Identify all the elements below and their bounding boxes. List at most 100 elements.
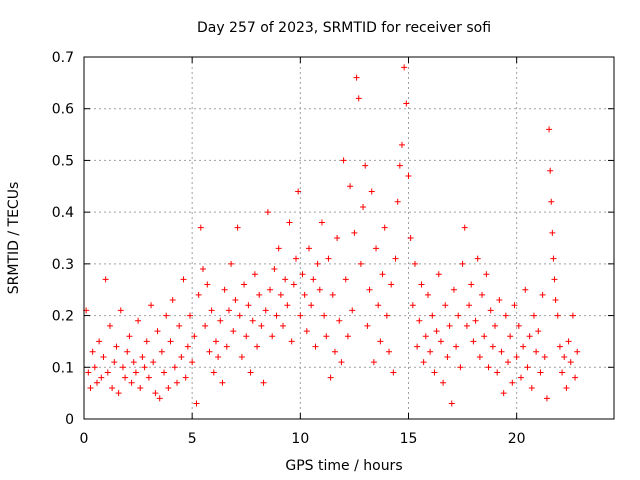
data-point [442, 302, 449, 309]
data-point [476, 353, 483, 360]
data-point [158, 348, 165, 355]
data-point [481, 333, 488, 340]
data-point [569, 312, 576, 319]
data-point [373, 245, 380, 252]
data-point [416, 317, 423, 324]
data-point [574, 348, 581, 355]
data-point [502, 312, 509, 319]
data-point [455, 312, 462, 319]
data-point [264, 209, 271, 216]
data-point [547, 167, 554, 174]
data-point [474, 255, 481, 262]
data-point [396, 162, 403, 169]
data-point [386, 348, 393, 355]
data-point [470, 338, 477, 345]
x-tick-label: 0 [80, 431, 89, 447]
data-point [403, 100, 410, 107]
data-point [135, 317, 142, 324]
data-point [106, 322, 113, 329]
data-point [299, 271, 306, 278]
data-point [197, 224, 204, 231]
data-point [420, 359, 427, 366]
data-point [262, 307, 269, 314]
data-point [329, 291, 336, 298]
data-point [537, 369, 544, 376]
data-point [150, 359, 157, 366]
data-point [275, 245, 282, 252]
data-point [344, 333, 351, 340]
data-point [126, 333, 133, 340]
data-point [331, 348, 338, 355]
data-point [165, 384, 172, 391]
data-point [143, 338, 150, 345]
data-point [321, 312, 328, 319]
data-point [567, 359, 574, 366]
data-point [312, 343, 319, 350]
x-tick-label: 15 [400, 431, 418, 447]
data-point [457, 364, 464, 371]
data-point [225, 307, 232, 314]
data-point [269, 333, 276, 340]
data-point [370, 359, 377, 366]
data-point [347, 183, 354, 190]
data-point [325, 255, 332, 262]
data-point [301, 291, 308, 298]
data-point [357, 260, 364, 267]
data-point [556, 343, 563, 350]
data-point [515, 322, 522, 329]
data-point [234, 224, 241, 231]
data-point [223, 343, 230, 350]
data-point [290, 281, 297, 288]
data-point [260, 379, 267, 386]
data-point [381, 224, 388, 231]
data-point [392, 255, 399, 262]
data-point [334, 235, 341, 241]
data-point [517, 374, 524, 381]
data-point [273, 312, 280, 319]
data-point [230, 328, 237, 335]
data-point [182, 374, 189, 381]
data-point [119, 364, 126, 371]
data-point [511, 302, 518, 309]
data-point [176, 322, 183, 329]
data-point [184, 343, 191, 350]
data-point [189, 359, 196, 366]
data-point [552, 297, 559, 304]
data-point [353, 74, 360, 81]
data-point [362, 162, 369, 169]
data-point [498, 348, 505, 355]
data-point [427, 348, 434, 355]
data-point [100, 353, 107, 360]
data-point [572, 374, 579, 381]
data-point [221, 286, 228, 293]
data-point [161, 369, 168, 376]
data-point [258, 322, 265, 329]
data-point [102, 276, 109, 283]
data-point [489, 343, 496, 350]
data-points [83, 64, 581, 407]
data-point [448, 400, 455, 407]
data-point [128, 379, 135, 386]
data-point [280, 322, 287, 329]
data-point [163, 312, 170, 319]
data-point [96, 338, 103, 345]
data-point [139, 353, 146, 360]
data-point [549, 229, 556, 236]
data-point [418, 281, 425, 288]
data-point [539, 291, 546, 298]
plot-frame [83, 56, 615, 420]
data-point [93, 379, 100, 386]
data-point [206, 348, 213, 355]
data-point [554, 312, 561, 319]
data-point [327, 374, 334, 381]
data-point [305, 245, 312, 252]
data-point [293, 255, 299, 262]
data-point [286, 219, 293, 226]
data-point [98, 374, 105, 381]
data-point [245, 302, 252, 309]
data-point [148, 302, 155, 309]
y-axis-label: SRMTID / TECUs [6, 182, 22, 295]
data-point [232, 297, 239, 304]
data-point [437, 338, 444, 345]
data-point [379, 271, 386, 278]
